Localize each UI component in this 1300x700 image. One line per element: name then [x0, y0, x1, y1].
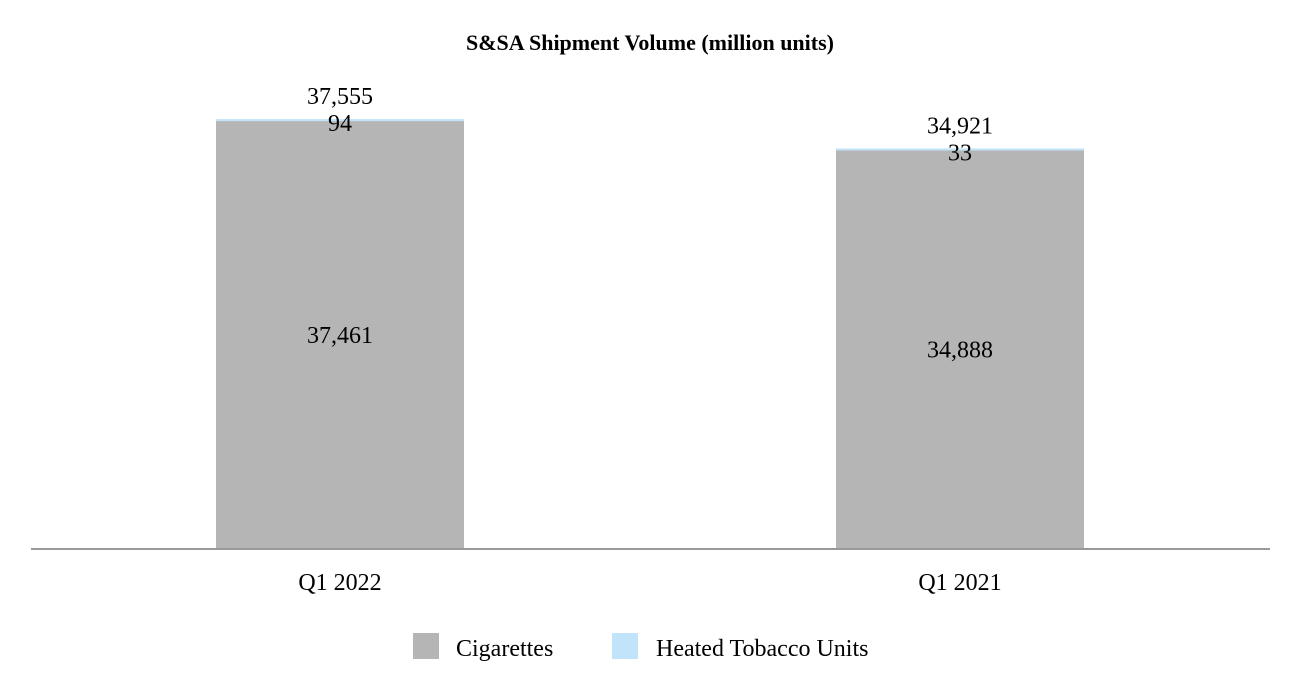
- bar-cigarettes-1: [836, 150, 1084, 549]
- bar-heated-tobacco-0: [216, 119, 464, 122]
- legend-label-heated-tobacco: Heated Tobacco Units: [656, 636, 868, 662]
- data-label-cigarettes-1: 34,888: [927, 338, 993, 364]
- bars-layer: [216, 119, 1084, 549]
- data-label-heated-tobacco-0: 94: [328, 111, 352, 137]
- x-tick-labels: Q1 2022 Q1 2021: [298, 570, 1001, 596]
- x-tick-label-1: Q1 2021: [918, 570, 1001, 596]
- data-label-cigarettes-0: 37,461: [307, 323, 373, 349]
- x-tick-label-0: Q1 2022: [298, 570, 381, 596]
- total-label-1: 34,921: [927, 113, 993, 139]
- legend-label-cigarettes: Cigarettes: [456, 636, 553, 662]
- total-label-0: 37,555: [307, 84, 373, 110]
- chart-title: S&SA Shipment Volume (million units): [466, 30, 834, 55]
- bar-cigarettes-0: [216, 121, 464, 549]
- legend: Cigarettes Heated Tobacco Units: [413, 633, 868, 662]
- bar-heated-tobacco-1: [836, 148, 1084, 151]
- data-label-heated-tobacco-1: 33: [948, 140, 972, 166]
- legend-swatch-cigarettes: [413, 633, 439, 659]
- legend-swatch-heated-tobacco: [612, 633, 638, 659]
